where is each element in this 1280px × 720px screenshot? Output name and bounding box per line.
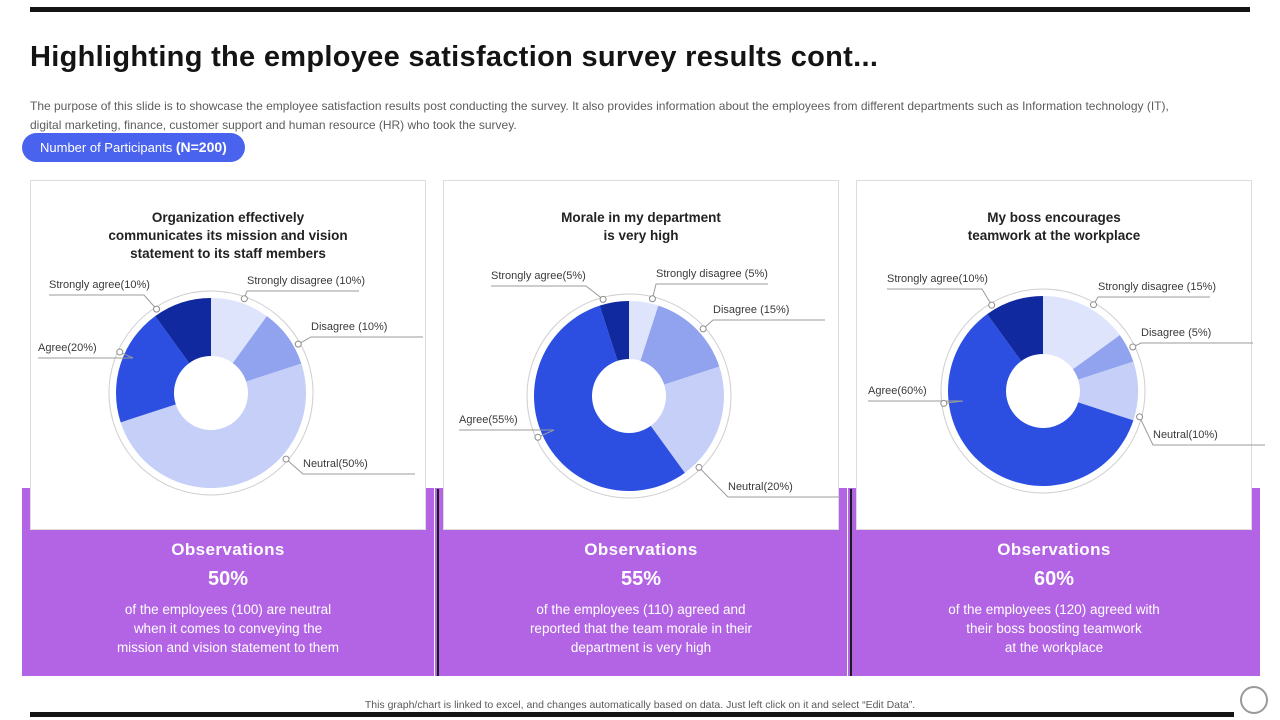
pie-label-agree: Agree(60%): [868, 385, 927, 397]
pie-slice-agree[interactable]: [534, 305, 685, 491]
pie-label-strongly_disagree: Strongly disagree (15%): [1098, 281, 1217, 293]
leader-line-disagree: [702, 319, 825, 330]
survey-column-1: Observations 50% of the employees (100) …: [22, 180, 434, 676]
chart-card: My boss encourages teamwork at the workp…: [856, 180, 1265, 530]
pie-label-strongly_agree: Strongly agree(5%): [491, 270, 586, 282]
donut-chart[interactable]: Strongly disagree (15%) Disagree (5%) Neut…: [857, 241, 1265, 529]
leader-dot-strongly_disagree: [1090, 301, 1098, 309]
pie-slice-agree[interactable]: [116, 316, 190, 423]
pie-slice-strongly_agree[interactable]: [987, 296, 1043, 362]
pie-label-disagree: Disagree (15%): [713, 304, 790, 316]
pie-slice-strongly_disagree[interactable]: [211, 298, 267, 364]
observations-percent: 60%: [1033, 568, 1075, 590]
leader-line-strongly_disagree: [1093, 296, 1210, 305]
leader-dot-neutral: [282, 455, 290, 463]
chart-title: Organization effectively communicates it…: [108, 209, 348, 261]
pie-label-disagree: Disagree (10%): [311, 321, 388, 333]
leader-dot-strongly_agree: [988, 301, 996, 309]
leader-line-neutral: [698, 467, 840, 498]
bottom-border: [30, 712, 1234, 717]
leader-line-strongly_agree: [491, 285, 604, 300]
participants-badge-text: Number of Participants: [40, 140, 176, 155]
chart-title: My boss encourages teamwork at the workp…: [967, 209, 1141, 243]
leader-dot-strongly_disagree: [648, 295, 656, 303]
leader-dot-neutral: [1136, 413, 1144, 421]
leader-dot-strongly_agree: [599, 295, 607, 303]
participants-badge: Number of Participants (N=200): [22, 133, 245, 162]
leader-dot-disagree: [294, 340, 302, 348]
pie-label-agree: Agree(20%): [38, 342, 97, 354]
pie-slice-disagree[interactable]: [232, 316, 302, 382]
survey-column-3: Observations 60% of the employees (120) …: [848, 180, 1265, 676]
survey-column-2: Observations 55% of the employees (110) …: [435, 180, 847, 676]
observations-heading: Observations: [171, 540, 285, 559]
observations-text: of the employees (100) are neutral when …: [116, 602, 340, 656]
donut-outer-ring: [940, 288, 1146, 494]
donut-chart-svg: [459, 283, 840, 499]
donut-chart[interactable]: Strongly disagree (5%) Disagree (15%) Neut…: [444, 241, 840, 529]
observations-heading: Observations: [997, 540, 1111, 559]
pie-label-strongly_agree: Strongly agree(10%): [49, 279, 150, 291]
leader-line-agree: [459, 429, 555, 438]
pie-label-strongly_disagree: Strongly disagree (5%): [656, 268, 768, 280]
page-description: The purpose of this slide is to showcase…: [30, 99, 1169, 132]
leader-dot-disagree: [699, 325, 707, 333]
leader-line-strongly_agree: [49, 294, 157, 310]
pie-label-strongly_agree: Strongly agree(10%): [887, 273, 988, 285]
leader-line-disagree: [1132, 342, 1253, 348]
donut-chart-svg: [868, 288, 1265, 494]
pie-label-neutral: Neutral(20%): [728, 481, 793, 493]
leader-dot-strongly_disagree: [240, 295, 248, 303]
leader-dot-agree: [534, 433, 542, 441]
pie-label-strongly_disagree: Strongly disagree (10%): [247, 275, 366, 287]
pie-slice-disagree[interactable]: [1072, 335, 1134, 380]
chart-card: Organization effectively communicates it…: [30, 180, 426, 530]
leader-dot-neutral: [695, 463, 703, 471]
leader-line-neutral: [1139, 416, 1265, 446]
observations-percent: 55%: [620, 568, 662, 590]
observations-text: of the employees (120) agreed with their…: [948, 602, 1160, 656]
leader-line-agree: [38, 351, 134, 359]
pie-slice-neutral[interactable]: [120, 363, 306, 488]
pie-label-neutral: Neutral(10%): [1153, 429, 1218, 441]
leader-line-strongly_agree: [887, 288, 993, 306]
leader-dot-agree: [116, 348, 124, 356]
footer-note: This graph/chart is linked to excel, and…: [364, 699, 916, 711]
leader-line-strongly_disagree: [651, 283, 768, 299]
participants-badge-count: (N=200): [175, 139, 227, 155]
leader-line-neutral: [285, 458, 415, 475]
pie-slice-strongly_disagree[interactable]: [629, 301, 659, 361]
chart-title: Morale in my department is very high: [561, 209, 721, 243]
donut-outer-ring: [108, 290, 314, 496]
leader-dot-agree: [940, 399, 948, 407]
top-border: [30, 7, 1250, 12]
leader-dot-disagree: [1129, 343, 1137, 351]
donut-chart[interactable]: Strongly disagree (10%) Disagree (10%) Neu…: [31, 241, 427, 529]
pie-slice-strongly_agree[interactable]: [155, 298, 211, 364]
pie-slice-neutral[interactable]: [1078, 361, 1138, 421]
footer-circle-decoration: [1240, 686, 1268, 714]
pie-slice-strongly_disagree[interactable]: [1043, 296, 1120, 370]
chart-card: Morale in my department is very high Str…: [443, 180, 840, 530]
pie-label-disagree: Disagree (5%): [1141, 327, 1212, 339]
column-divider: [437, 489, 439, 676]
leader-line-strongly_disagree: [243, 290, 359, 299]
pie-slice-agree[interactable]: [948, 314, 1134, 486]
page-title: Highlighting the employee satisfaction s…: [30, 41, 879, 74]
observations-heading: Observations: [584, 540, 698, 559]
leader-line-disagree: [298, 336, 423, 345]
pie-slice-disagree[interactable]: [640, 305, 720, 385]
leader-line-agree: [868, 400, 964, 404]
pie-slice-strongly_agree[interactable]: [599, 301, 629, 361]
donut-chart-svg: [38, 290, 423, 496]
leader-dot-strongly_agree: [153, 305, 161, 313]
column-divider: [850, 489, 852, 676]
pie-slice-neutral[interactable]: [650, 366, 724, 473]
pie-label-neutral: Neutral(50%): [303, 458, 368, 470]
observations-percent: 50%: [207, 568, 249, 590]
donut-outer-ring: [526, 293, 732, 499]
observations-text: of the employees (110) agreed and report…: [529, 602, 753, 656]
pie-label-agree: Agree(55%): [459, 414, 518, 426]
